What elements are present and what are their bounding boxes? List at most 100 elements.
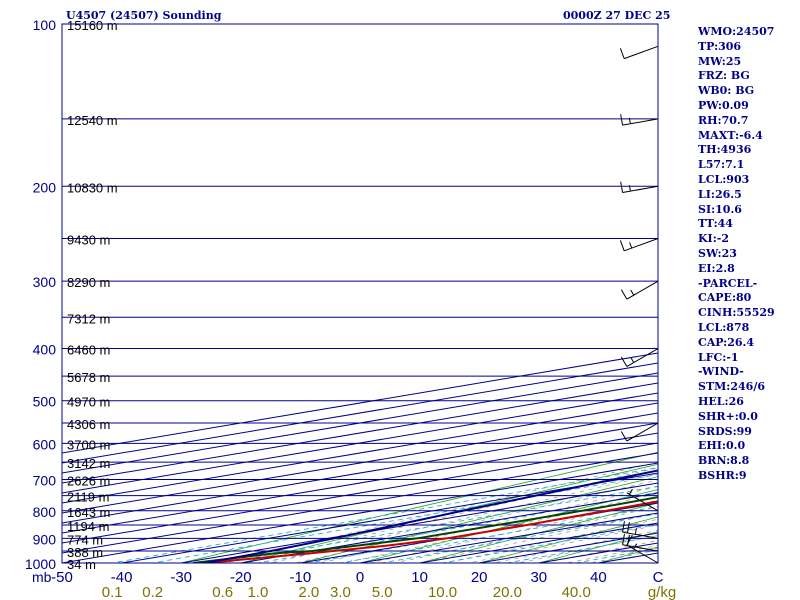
wind-barb-staff	[622, 531, 659, 539]
index-line: WB0: BG	[698, 84, 755, 98]
temperature-tick-label: 20	[471, 569, 488, 586]
wind-barb-staff	[626, 348, 659, 367]
pressure-tick-label: 500	[33, 394, 57, 410]
isotherm	[62, 442, 658, 544]
wind-barb-staff	[622, 118, 659, 126]
wind-barb	[620, 280, 659, 300]
index-line: CAP:26.4	[698, 335, 755, 349]
index-line: L57:7.1	[698, 158, 745, 172]
index-line: LFC:-1	[698, 350, 739, 364]
pressure-tick-label: 200	[33, 179, 57, 195]
temperature-tick-label: -20	[230, 569, 252, 586]
mixing-ratio-label: 5.0	[372, 584, 393, 600]
height-label: 4306 m	[67, 417, 110, 432]
mixing-ratio-line	[337, 506, 658, 563]
wind-barb	[620, 348, 659, 367]
wind-barb-flag	[620, 181, 624, 193]
dry-adiabat	[239, 463, 658, 563]
indices-panel: WMO:24507 TP:306 MW:25 FRZ: BG WB0: BG PW:0.0…	[698, 25, 798, 484]
temperature-unit-label: C	[653, 569, 664, 586]
wind-barb	[620, 422, 659, 442]
wind-barb-half	[633, 543, 638, 550]
index-line: SW:23	[698, 246, 737, 260]
isotherm	[62, 402, 658, 504]
isotherm	[62, 422, 658, 524]
station-title: U4507 (24507) Sounding	[66, 9, 222, 22]
wind-barb-flag	[620, 114, 624, 126]
wind-barb-flag	[619, 48, 625, 59]
index-line: TT:44	[698, 217, 733, 231]
index-line: RH:70.7	[698, 113, 749, 127]
index-line: TH:4936	[698, 143, 752, 157]
height-label: 10830 m	[67, 180, 118, 195]
moist-adiabat	[392, 506, 658, 563]
mixing-ratio-line	[150, 473, 658, 563]
pressure-unit-label: mb	[32, 569, 52, 585]
mixing-ratio-label: 2.0	[298, 584, 319, 600]
index-line: SHR+:0.0	[698, 409, 758, 423]
index-line: WMO:24507	[698, 25, 775, 38]
index-line: KI:-2	[698, 232, 729, 246]
wind-barb-staff	[624, 238, 659, 252]
height-label: 3142 m	[67, 456, 110, 471]
temperature-tick-label: -40	[111, 569, 133, 586]
height-label: 34 m	[67, 557, 96, 572]
index-line: PW:0.09	[698, 98, 749, 112]
height-label: 9430 m	[67, 232, 110, 247]
wind-barb-half	[629, 242, 633, 249]
isotherm	[178, 482, 658, 563]
moist-adiabat	[318, 486, 658, 563]
height-label: 8290 m	[67, 275, 110, 290]
temperature-tick-label: -30	[170, 569, 192, 586]
index-line: SI:10.6	[698, 202, 742, 216]
wind-barb	[619, 45, 659, 60]
wind-barb-half	[630, 357, 635, 363]
temperature-tick-label: -50	[51, 569, 73, 586]
height-label: 3700 m	[67, 437, 110, 452]
isotherm	[62, 392, 658, 494]
height-label: 388 m	[67, 545, 103, 560]
mixing-ratio-label: 0.6	[212, 584, 233, 600]
valid-time: 0000Z 27 DEC 25	[563, 9, 671, 22]
index-line: -WIND-	[698, 365, 744, 379]
index-line: FRZ: BG	[698, 69, 750, 83]
height-label: 774 m	[67, 532, 103, 547]
wind-barb-flag	[620, 431, 628, 442]
height-label: 12540 m	[67, 113, 118, 128]
wind-barb	[622, 521, 659, 539]
isotherm	[62, 372, 658, 474]
dry-adiabat	[298, 476, 658, 563]
mixing-ratio-label: 0.2	[142, 584, 163, 600]
index-line: LCL:903	[698, 172, 750, 186]
index-line: STM:246/6	[698, 380, 765, 394]
height-label: 15160 m	[67, 18, 118, 33]
pressure-tick-label: 800	[33, 504, 57, 520]
mixing-ratio-line	[379, 513, 658, 563]
wind-barb-half	[628, 117, 631, 124]
pressure-tick-label: 600	[33, 436, 57, 452]
index-line: SRDS:99	[698, 424, 752, 438]
pressure-tick-label: 300	[33, 274, 57, 290]
index-line: BRN:8.8	[698, 454, 750, 468]
temperature-tick-label: -10	[290, 569, 312, 586]
temperature-tick-label: 40	[590, 569, 607, 586]
temperature-profile	[204, 500, 658, 563]
mixing-ratio-label: 1.0	[247, 584, 268, 600]
height-label: 5678 m	[67, 370, 110, 385]
wind-barb	[619, 238, 659, 252]
index-line: MAXT:-6.4	[698, 128, 763, 142]
dewpoint-profile	[192, 496, 658, 563]
isotherm	[118, 472, 658, 563]
index-line: EI:2.8	[698, 261, 735, 275]
plot-frame	[61, 23, 659, 564]
temperature-tick-label: 0	[356, 569, 364, 586]
height-label: 2626 m	[67, 474, 110, 489]
mixing-ratio-label: 20.0	[493, 584, 522, 600]
wind-barb-staff	[626, 544, 659, 564]
isotherm	[62, 352, 658, 454]
wind-barb-staff	[624, 45, 659, 60]
mixing-ratio-line	[306, 500, 658, 563]
moist-adiabat	[466, 524, 658, 563]
wind-barb-staff	[626, 280, 659, 300]
height-label: 7312 m	[67, 311, 110, 326]
